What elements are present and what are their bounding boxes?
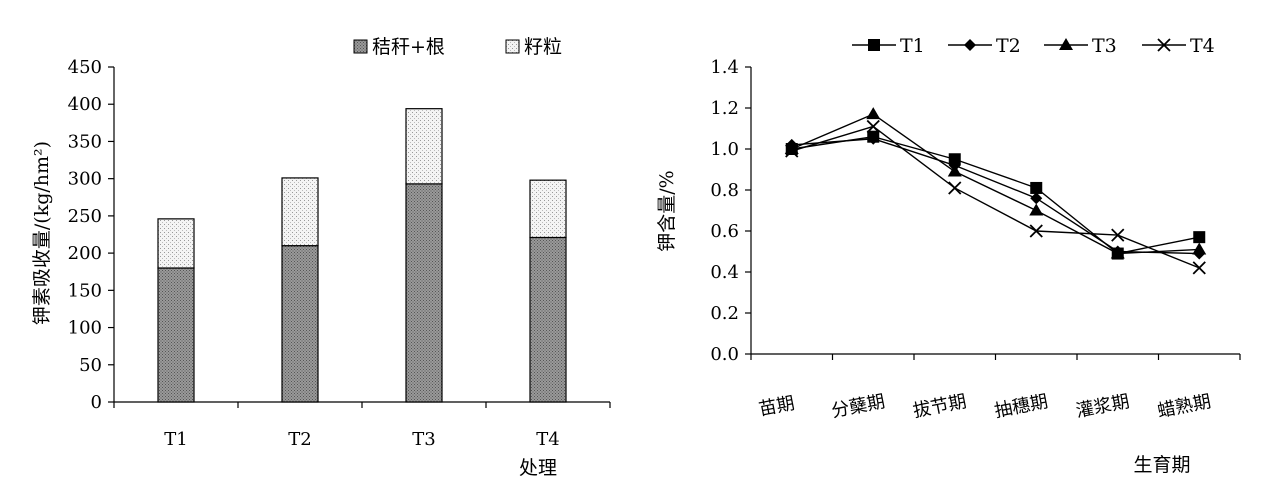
line-point-t1 xyxy=(948,153,961,166)
line-point-t3 xyxy=(866,107,881,120)
bar-x-ticks: T1 T2 T3 T4 xyxy=(113,402,611,450)
bar-y-tick-label: 50 xyxy=(79,355,102,376)
bar-grain-segment xyxy=(529,179,567,239)
bar-legend-label: 籽粒 xyxy=(524,36,562,58)
line-legend: T1 T2 T3 T4 xyxy=(852,35,1215,57)
line-series-t2 xyxy=(791,138,1200,255)
bar-x-tick-label: T2 xyxy=(288,429,311,450)
bar-y-ticks: 0 50 100 150 200 250 300 350 400 450 xyxy=(68,57,114,413)
line-x-tick-label: 分蘖期 xyxy=(830,391,887,422)
bar-stalk-root-segment xyxy=(529,236,567,403)
bar-x-tick-label: T4 xyxy=(536,429,559,450)
line-legend-marker xyxy=(1059,38,1073,50)
line-point-t4 xyxy=(866,119,880,134)
bar-y-tick-label: 100 xyxy=(68,318,102,339)
stacked-bar-chart: 秸秆+根 籽粒 钾素吸收量/(kg/hm²) 0 50 100 150 200 250 300… xyxy=(31,36,611,479)
line-point-t3 xyxy=(947,164,962,177)
line-x-tick-label: 苗期 xyxy=(757,393,796,420)
bar-y-tick-label: 400 xyxy=(68,94,102,115)
line-x-tick-label: 蜡熟期 xyxy=(1156,391,1213,422)
line-legend-marker xyxy=(964,39,976,51)
line-point-t4 xyxy=(1192,261,1206,275)
bar-grain-segment xyxy=(405,108,443,185)
line-point-t3 xyxy=(784,142,799,154)
bar-legend-label: 秸秆+根 xyxy=(372,36,445,58)
bar-grain-segment xyxy=(281,177,319,247)
line-y-tick-label: 0.4 xyxy=(710,262,739,283)
line-y-tick-label: 0.0 xyxy=(710,344,739,365)
line-point-t3 xyxy=(1110,246,1125,259)
line-point-t2 xyxy=(867,132,880,145)
line-series-group xyxy=(784,107,1207,275)
line-y-tick-label: 1.0 xyxy=(710,139,739,160)
line-y-tick-label: 1.4 xyxy=(710,57,739,78)
bar-x-tick-label: T1 xyxy=(164,429,187,450)
bar-y-tick-label: 450 xyxy=(68,57,102,78)
line-point-t2 xyxy=(1030,192,1043,205)
line-series-t3 xyxy=(791,113,1200,255)
line-legend-label: T3 xyxy=(1092,35,1117,57)
bar-series xyxy=(157,108,567,403)
bar-legend-swatch xyxy=(353,39,368,54)
line-x-tick-label: 抽穗期 xyxy=(993,391,1050,422)
line-x-tick-label: 拔节期 xyxy=(911,391,968,422)
bar-grain-segment xyxy=(157,218,195,269)
line-x-ticks: 苗期 分蘖期 拔节期 抽穗期 灌浆期 蜡熟期 xyxy=(750,354,1241,422)
bar-x-tick-label: T3 xyxy=(412,429,435,450)
line-y-tick-label: 1.2 xyxy=(710,98,739,119)
line-legend-marker xyxy=(1157,38,1171,52)
bar-y-tick-label: 150 xyxy=(68,280,102,301)
line-y-tick-label: 0.6 xyxy=(710,221,739,242)
bar-stalk-root-segment xyxy=(405,183,443,403)
line-point-t4 xyxy=(948,181,962,195)
line-series-t1 xyxy=(791,135,1200,255)
bar-x-axis-title: 处理 xyxy=(519,457,557,479)
line-point-t4 xyxy=(1111,228,1125,242)
bar-y-tick-label: 250 xyxy=(68,206,102,227)
bar-legend: 秸秆+根 籽粒 xyxy=(353,36,562,58)
bar-y-tick-label: 300 xyxy=(68,169,102,190)
line-point-t4 xyxy=(785,144,799,158)
line-series-t4 xyxy=(791,125,1200,269)
bar-stalk-root-segment xyxy=(281,245,319,403)
line-legend-label: T1 xyxy=(900,35,925,57)
line-legend-marker xyxy=(868,39,880,51)
line-point-t1 xyxy=(1030,181,1043,194)
line-y-axis-title: 钾含量/% xyxy=(656,170,678,251)
bar-y-tick-label: 0 xyxy=(91,392,102,413)
line-legend-label: T4 xyxy=(1190,35,1215,57)
line-point-t1 xyxy=(1193,231,1206,244)
bar-y-tick-label: 350 xyxy=(68,131,102,152)
bar-legend-swatch xyxy=(505,39,520,54)
line-y-tick-label: 0.2 xyxy=(710,303,739,324)
line-x-axis-title: 生育期 xyxy=(1133,454,1190,476)
line-x-tick-label: 灌浆期 xyxy=(1074,391,1131,422)
bar-stalk-root-segment xyxy=(157,267,195,403)
line-point-t4 xyxy=(1029,224,1043,238)
line-point-t3 xyxy=(1192,242,1207,255)
bar-y-tick-label: 200 xyxy=(68,243,102,264)
line-legend-label: T2 xyxy=(996,35,1021,57)
line-y-tick-label: 0.8 xyxy=(710,180,739,201)
line-y-ticks: 0.0 0.2 0.4 0.6 0.8 1.0 1.2 1.4 xyxy=(710,57,751,365)
line-chart: T1 T2 T3 T4 钾含量/% 0.00.20.40.60.81.01.21.4 … xyxy=(656,35,1241,476)
line-point-t3 xyxy=(1029,203,1044,216)
bar-y-axis-title: 钾素吸收量/(kg/hm²) xyxy=(31,141,53,325)
